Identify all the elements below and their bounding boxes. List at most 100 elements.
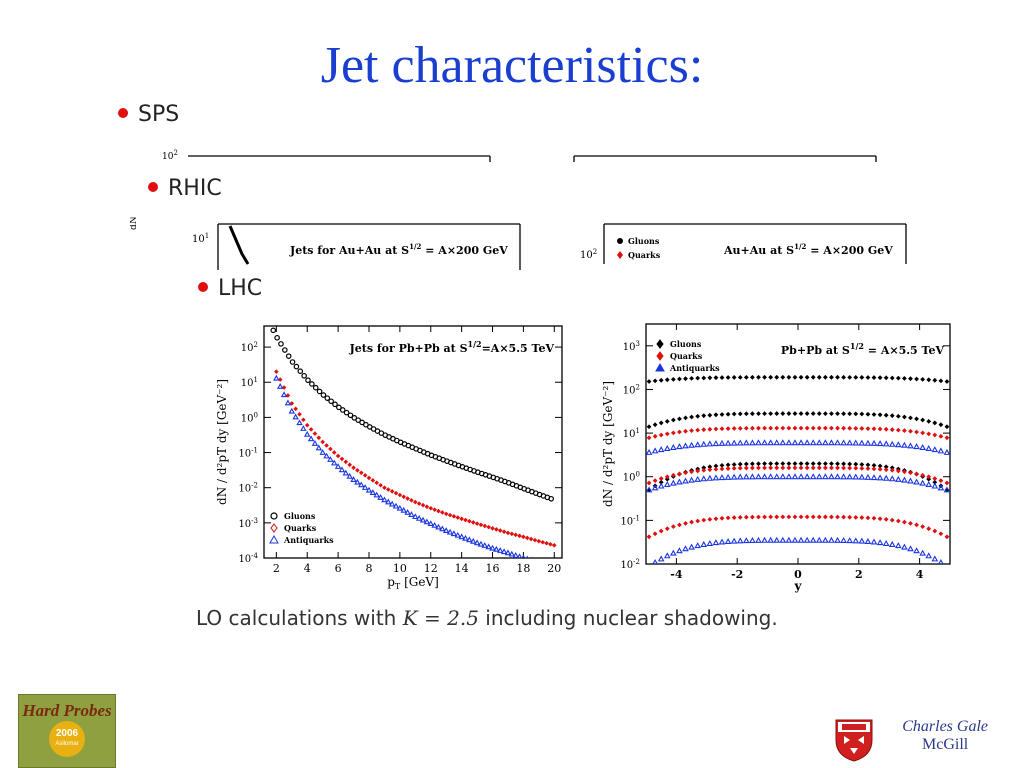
data-point xyxy=(707,464,713,470)
data-point xyxy=(816,461,822,467)
data-point xyxy=(412,513,419,520)
data-point xyxy=(446,528,454,535)
data-point xyxy=(815,439,823,446)
data-point xyxy=(920,430,926,436)
data-point xyxy=(816,374,822,380)
data-point xyxy=(853,425,859,431)
data-point xyxy=(731,426,737,431)
data-point xyxy=(834,473,841,480)
data-point xyxy=(768,465,774,471)
data-point xyxy=(646,379,652,384)
data-point xyxy=(646,448,653,455)
data-point xyxy=(925,444,933,451)
author-name: Charles Gale xyxy=(902,718,988,735)
data-point xyxy=(683,415,688,421)
data-point xyxy=(694,441,702,448)
data-point xyxy=(828,536,835,543)
data-point xyxy=(786,465,792,471)
x-tick-label: 2 xyxy=(273,562,280,575)
data-point xyxy=(706,474,714,481)
data-point xyxy=(883,412,889,418)
data-point xyxy=(894,542,902,549)
data-point xyxy=(731,411,737,417)
data-point xyxy=(756,461,761,467)
data-point xyxy=(876,539,884,546)
data-point xyxy=(938,531,944,537)
data-point xyxy=(901,441,908,448)
data-point xyxy=(853,374,859,380)
data-point xyxy=(505,530,511,536)
data-point xyxy=(458,533,465,540)
data-point xyxy=(420,502,426,508)
data-point xyxy=(347,412,354,419)
data-point xyxy=(883,516,889,522)
data-point xyxy=(908,415,913,421)
data-point xyxy=(913,443,920,450)
series-gluons xyxy=(270,327,554,502)
data-point xyxy=(932,479,938,485)
data-point xyxy=(895,518,901,524)
data-point xyxy=(889,517,895,523)
data-point xyxy=(774,465,780,471)
legend-label: Gluons xyxy=(670,339,702,349)
data-point xyxy=(774,374,780,380)
data-point xyxy=(718,538,726,545)
data-point xyxy=(725,375,731,380)
data-point xyxy=(373,491,380,498)
data-point xyxy=(932,528,938,534)
data-point xyxy=(865,411,871,417)
data-point xyxy=(355,467,360,473)
data-point xyxy=(331,450,337,455)
data-point xyxy=(750,374,755,380)
data-point xyxy=(864,538,872,545)
data-point xyxy=(743,514,749,520)
data-point xyxy=(282,347,288,353)
data-point xyxy=(551,542,557,548)
data-point xyxy=(385,498,392,505)
data-point xyxy=(767,439,774,446)
data-point xyxy=(713,375,719,381)
rhic-ytick-label: 101 xyxy=(192,232,209,245)
data-point xyxy=(413,499,418,505)
data-point xyxy=(646,486,653,493)
data-point xyxy=(664,418,670,424)
data-point xyxy=(537,559,542,563)
data-point xyxy=(664,377,670,383)
data-point xyxy=(292,413,299,420)
data-point xyxy=(706,539,714,546)
data-point xyxy=(919,479,926,486)
data-point xyxy=(865,466,871,471)
data-point xyxy=(658,377,664,383)
data-point xyxy=(786,514,792,520)
x-tick-label: 4 xyxy=(304,562,311,575)
data-point xyxy=(707,516,713,522)
data-point xyxy=(803,439,811,446)
hard-probes-logo: Hard Probes 2006 Asilomar xyxy=(18,694,116,768)
data-point xyxy=(901,543,908,550)
legend-marker xyxy=(656,339,664,349)
data-point xyxy=(755,536,762,543)
data-point xyxy=(682,442,689,449)
data-point xyxy=(725,462,731,468)
data-point xyxy=(351,465,356,471)
caption-text-end: including nuclear shadowing. xyxy=(478,606,778,630)
data-point xyxy=(712,539,720,546)
data-point xyxy=(895,427,901,433)
data-point xyxy=(447,512,453,518)
data-point xyxy=(841,411,846,417)
data-point xyxy=(877,466,883,472)
data-point xyxy=(926,431,932,437)
data-point xyxy=(803,536,811,543)
data-point xyxy=(683,428,688,434)
y-tick-label: 10-2 xyxy=(238,482,258,495)
data-point xyxy=(859,375,865,380)
data-point xyxy=(914,471,919,477)
data-point xyxy=(798,514,804,520)
data-point xyxy=(730,473,738,480)
data-point xyxy=(304,422,310,428)
data-point xyxy=(931,555,939,562)
data-point xyxy=(822,465,828,471)
data-point xyxy=(931,446,939,453)
pt-spectrum-svg: 2 4 6 8 10 12 14 16 18 20 10-4 10-3 10-2 10-1 100 101 10… xyxy=(215,325,563,591)
data-point xyxy=(683,376,688,382)
